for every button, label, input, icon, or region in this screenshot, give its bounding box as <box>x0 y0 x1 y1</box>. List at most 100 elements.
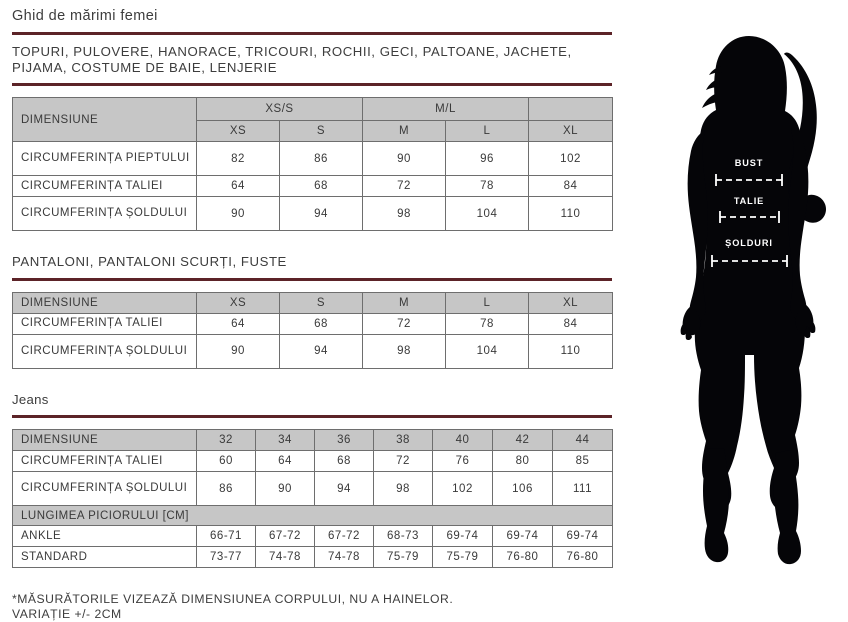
cell-value: 94 <box>279 196 363 232</box>
cell-value: 72 <box>362 312 446 335</box>
header-size-36: 36 <box>314 429 374 452</box>
body-silhouette-figure: BUST TALIE ȘOLDURI <box>648 18 848 578</box>
table-row: CIRCUMFERINȚA TALIEI 64 68 72 78 84 <box>12 312 613 335</box>
header-size-38: 38 <box>373 429 433 452</box>
header-size-32: 32 <box>196 429 256 452</box>
section-heading-jeans: Jeans <box>12 391 49 407</box>
cell-value: 76-80 <box>492 546 553 569</box>
header-size-l: L <box>445 291 529 314</box>
cell-value: 66-71 <box>196 525 256 548</box>
row-label-chest: CIRCUMFERINȚA PIEPTULUI <box>12 141 197 177</box>
section-heading-tops: TOPURI, PULOVERE, HANORACE, TRICOURI, RO… <box>12 44 572 75</box>
cell-value: 94 <box>314 471 374 507</box>
divider-rule-top <box>12 32 612 36</box>
row-label-hip: CIRCUMFERINȚA ȘOLDULUI <box>12 471 197 507</box>
section-jeans: Jeans DIMENSIUNE 32 34 36 38 40 <box>12 391 613 569</box>
cell-value: 104 <box>444 196 530 232</box>
measurement-hips: ȘOLDURI <box>711 238 788 267</box>
cell-value: 98 <box>362 333 446 369</box>
cell-value: 78 <box>444 175 530 198</box>
size-guide-page: Ghid de mărimi femei TOPURI, PULOVERE, H… <box>12 8 848 621</box>
header-group-xs-s: XS/S <box>196 97 363 122</box>
row-label-waist: CIRCUMFERINȚA TALIEI <box>12 450 197 473</box>
header-size-xl: XL <box>528 120 614 143</box>
cell-value: 68 <box>279 312 363 335</box>
cell-value: 72 <box>362 175 446 198</box>
header-size-l: L <box>444 120 530 143</box>
cell-value: 110 <box>528 196 614 232</box>
section-heading-pants: PANTALONI, PANTALONI SCURȚI, FUSTE <box>12 254 287 270</box>
cell-value: 78 <box>445 312 529 335</box>
divider-rule-tops <box>12 83 612 87</box>
table-row-size-header: DIMENSIUNE 32 34 36 38 40 42 44 <box>12 429 613 452</box>
measurement-bust: BUST <box>715 158 783 186</box>
header-size-m: M <box>362 120 446 143</box>
cell-value: 98 <box>362 196 446 232</box>
cell-value: 86 <box>196 471 256 507</box>
cell-value: 76 <box>432 450 493 473</box>
cell-value: 69-74 <box>432 525 493 548</box>
cell-value: 98 <box>373 471 433 507</box>
cell-value: 86 <box>279 141 363 177</box>
cell-value: 60 <box>196 450 256 473</box>
header-size-xs: XS <box>196 291 280 314</box>
header-size-xs: XS <box>196 120 280 143</box>
measurement-waist: TALIE <box>719 196 780 223</box>
cell-value: 67-72 <box>255 525 315 548</box>
cell-value: 104 <box>445 333 529 369</box>
cell-value: 106 <box>492 471 553 507</box>
table-tops: DIMENSIUNE XS/S M/L XS S M L XL <box>12 97 614 232</box>
table-row: CIRCUMFERINȚA TALIEI 60 64 68 72 76 80 8… <box>12 450 613 473</box>
measurement-label-waist: TALIE <box>734 196 764 206</box>
cell-value: 90 <box>255 471 315 507</box>
header-group-m-l: M/L <box>361 97 530 122</box>
cell-value: 64 <box>196 175 280 198</box>
cell-value: 102 <box>432 471 493 507</box>
footnote-measurement-note: *MĂSURĂTORILE VIZEAZĂ DIMENSIUNEA CORPUL… <box>12 592 454 622</box>
header-dimension: DIMENSIUNE <box>12 291 197 314</box>
cell-value: 84 <box>528 312 613 335</box>
header-size-s: S <box>279 120 363 143</box>
header-size-40: 40 <box>432 429 493 452</box>
cell-value: 68 <box>279 175 363 198</box>
header-dimension: DIMENSIUNE <box>12 97 197 143</box>
row-label-hip: CIRCUMFERINȚA ȘOLDULUI <box>12 196 197 232</box>
cell-value: 64 <box>196 312 280 335</box>
header-group-blank <box>528 97 614 122</box>
header-size-34: 34 <box>255 429 315 452</box>
row-label-standard: STANDARD <box>12 546 197 569</box>
cell-value: 94 <box>279 333 363 369</box>
table-row: CIRCUMFERINȚA PIEPTULUI 82 86 90 96 102 <box>12 141 614 177</box>
cell-value: 73-77 <box>196 546 256 569</box>
cell-value: 72 <box>373 450 433 473</box>
cell-value: 74-78 <box>255 546 315 569</box>
divider-rule-jeans <box>12 415 612 419</box>
cell-value: 74-78 <box>314 546 374 569</box>
cell-value: 80 <box>492 450 553 473</box>
header-size-m: M <box>362 291 446 314</box>
table-row: ANKLE 66-71 67-72 67-72 68-73 69-74 69-7… <box>12 525 613 548</box>
table-row: STANDARD 73-77 74-78 74-78 75-79 75-79 7… <box>12 546 613 569</box>
cell-value: 111 <box>552 471 613 507</box>
table-row: CIRCUMFERINȚA ȘOLDULUI 86 90 94 98 102 1… <box>12 471 613 507</box>
header-size-s: S <box>279 291 363 314</box>
cell-value: 68 <box>314 450 374 473</box>
divider-rule-pants <box>12 277 612 281</box>
cell-value: 110 <box>528 333 613 369</box>
table-row: CIRCUMFERINȚA TALIEI 64 68 72 78 84 <box>12 175 614 198</box>
measurement-label-hips: ȘOLDURI <box>725 238 773 248</box>
page-title: Ghid de mărimi femei <box>12 8 158 24</box>
cell-value: 82 <box>196 141 280 177</box>
header-size-44: 44 <box>552 429 613 452</box>
header-leg-length: LUNGIMEA PICIORULUI [CM] <box>12 505 613 527</box>
row-label-hip: CIRCUMFERINȚA ȘOLDULUI <box>12 333 197 369</box>
cell-value: 75-79 <box>373 546 433 569</box>
table-row-size-header: DIMENSIUNE XS S M L XL <box>12 291 613 314</box>
measurement-label-bust: BUST <box>735 158 764 168</box>
cell-value: 69-74 <box>552 525 613 548</box>
cell-value: 75-79 <box>432 546 493 569</box>
cell-value: 102 <box>528 141 614 177</box>
cell-value: 76-80 <box>552 546 613 569</box>
cell-value: 69-74 <box>492 525 553 548</box>
table-row-group-header: DIMENSIUNE XS/S M/L <box>12 97 614 143</box>
